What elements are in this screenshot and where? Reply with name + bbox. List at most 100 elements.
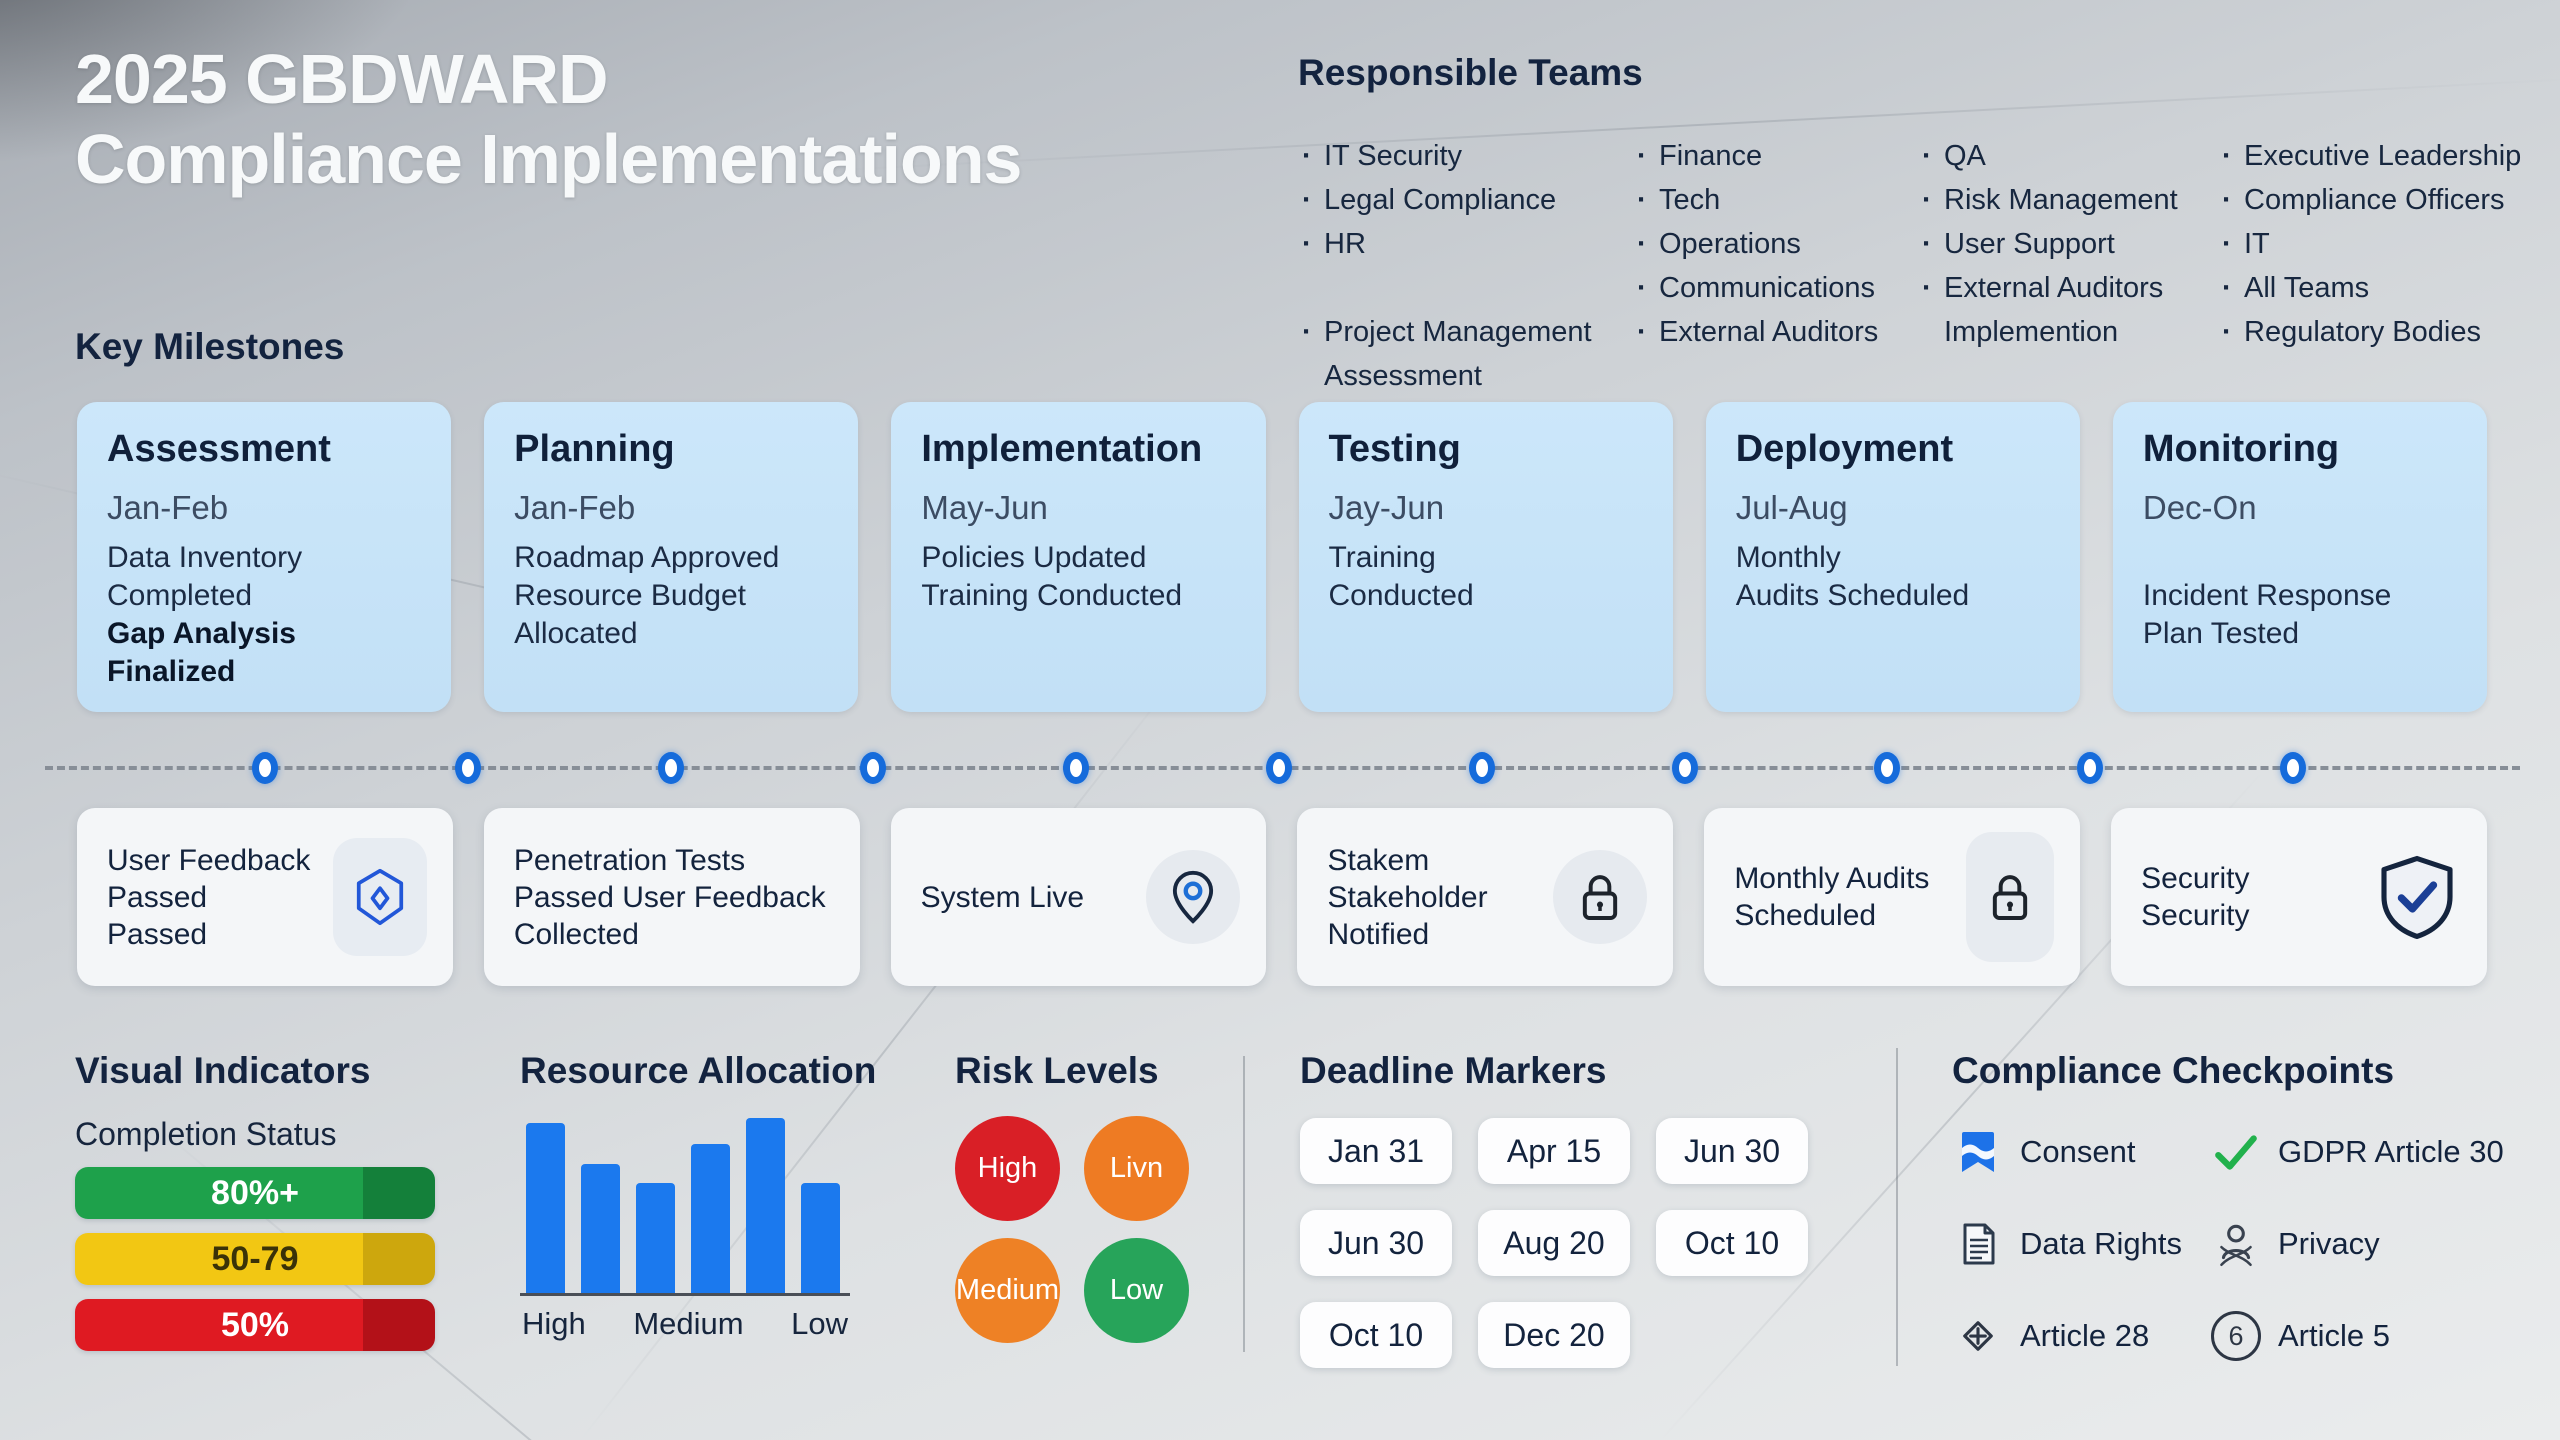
x-axis-label: Low [791,1306,848,1341]
detail-card-stakeholder-notified: Stakem Stakeholder Notified [1297,808,1674,986]
resource-allocation-heading: Resource Allocation [520,1050,877,1091]
completion-bar-red: 50% [75,1299,435,1351]
bar [526,1123,565,1293]
milestone-date: Jul-Aug [1735,489,1848,526]
team-item: Operations [1633,222,1918,266]
checkpoint-label: GDPR Article 30 [2278,1134,2504,1169]
team-item: QA [1918,134,2218,178]
risk-circle-low: Low [1084,1238,1189,1343]
bar [636,1182,675,1293]
team-column-2: Finance Tech Operations Communications E… [1633,134,1918,398]
hex-shield-icon [332,838,427,956]
team-column-3: QA Risk Management User Support External… [1918,134,2218,398]
milestone-title: Assessment [107,428,331,470]
responsible-teams-columns: IT Security Legal Compliance HR Project … [1298,134,2538,398]
diamond-plus-icon [1952,1310,2004,1362]
lock-icon [1553,850,1648,944]
page-title-line2: Compliance Implementations [75,119,1022,198]
deadline-chip: Oct 10 [1656,1210,1808,1276]
milestone-title: Implementation [921,428,1203,470]
team-item: External Auditors [1633,310,1918,354]
check-icon [2210,1126,2262,1178]
document-icon [1952,1218,2004,1270]
deadline-markers-section: Deadline Markers Jan 31 Apr 15 Jun 30 Ju… [1300,1050,1808,1368]
risk-circle-high: High [955,1116,1060,1221]
milestone-card-assessment: Assessment Jan-Feb Data Inventory Comple… [77,402,452,712]
detail-card-user-feedback: User Feedback Passed Passed [77,808,453,986]
milestone-title: Deployment [1735,428,1954,470]
x-axis-label: High [522,1306,586,1341]
deadline-markers-grid: Jan 31 Apr 15 Jun 30 Jun 30 Aug 20 Oct 1… [1300,1118,1808,1368]
checkpoint-label: Article 28 [2020,1318,2150,1353]
milestone-body: Incident Response Plan Tested [2142,579,2392,650]
section-divider [1896,1048,1898,1366]
location-pin-icon [1146,850,1241,944]
team-item: Risk Management [1918,178,2218,222]
timeline-milestone-dot [658,752,684,784]
milestone-date: Jan-Feb [107,489,229,526]
deadline-chip: Apr 15 [1478,1118,1630,1184]
section-divider [1243,1056,1245,1352]
timeline-milestone-dot [1469,752,1495,784]
detail-card-text: System Live [920,880,1085,914]
completion-bar-green: 80%+ [75,1167,435,1219]
compliance-checkpoints-heading: Compliance Checkpoints [1952,1050,2395,1091]
timeline-milestone-dot [252,752,278,784]
team-item: Project Management Assessment [1298,310,1633,398]
risk-circle-livn: Livn [1084,1116,1189,1221]
bar [691,1144,730,1293]
checkpoint-label: Data Rights [2020,1226,2182,1261]
detail-card-text: Stakem Stakeholder Notified [1327,843,1488,951]
detail-card-penetration-tests: Penetration Tests Passed User Feedback C… [483,808,860,986]
detail-card-text: User Feedback Passed Passed [107,843,311,951]
deadline-chip: Jun 30 [1656,1118,1808,1184]
team-column-1: IT Security Legal Compliance HR Project … [1298,134,1633,398]
checkpoint-article-5: 6 Article 5 [2210,1310,2540,1362]
timeline-milestone-dot [1063,752,1089,784]
compliance-checkpoints-section: Compliance Checkpoints Consent GDPR Art [1952,1050,2540,1362]
completion-bar-yellow: 50-79 [75,1233,435,1285]
milestone-card-planning: Planning Jan-Feb Roadmap Approved Resour… [484,402,859,712]
risk-levels-section: Risk Levels High Livn Medium Low [955,1050,1189,1343]
resource-allocation-section: Resource Allocation High Medium Low [520,1050,890,1342]
team-item: IT [2218,222,2538,266]
checkpoint-article-28: Article 28 [1952,1310,2210,1362]
detail-card-monthly-audits: Monthly Audits Scheduled [1704,808,2081,986]
visual-indicators-section: Visual Indicators Completion Status 80%+… [75,1050,475,1351]
circle-number-text: 6 [2211,1311,2261,1361]
checkpoint-privacy: Privacy [2210,1218,2540,1270]
milestone-card-testing: Testing Jay-Jun Training Conducted [1298,402,1673,712]
deadline-chip: Aug 20 [1478,1210,1630,1276]
timeline-milestone-dot [1874,752,1900,784]
detail-card-text: Security Security [2141,862,2250,932]
lock-icon [1966,832,2055,962]
bar [746,1118,785,1293]
timeline-milestone-dot [2280,752,2306,784]
timeline-detail-cards-row: User Feedback Passed Passed Penetration … [77,808,2487,986]
detail-card-system-live: System Live [890,808,1267,986]
milestone-title: Planning [514,428,675,470]
timeline-milestone-dot [455,752,481,784]
team-item: Legal Compliance [1298,178,1633,222]
detail-card-security: Security Security [2111,808,2487,986]
shield-check-icon [2373,853,2461,941]
flag-icon [1952,1126,2004,1178]
milestone-title: Testing [1328,428,1461,470]
timeline-milestone-dot [860,752,886,784]
milestone-card-deployment: Deployment Jul-Aug Monthly Audits Schedu… [1705,402,2080,712]
milestone-card-implementation: Implementation May-Jun Policies Updated … [891,402,1266,712]
milestones-row: Assessment Jan-Feb Data Inventory Comple… [77,402,2488,712]
deadline-chip: Jun 30 [1300,1210,1452,1276]
checkpoint-label: Article 5 [2278,1318,2390,1353]
milestone-title: Monitoring [2142,428,2340,470]
team-item: Communications [1633,266,1918,310]
person-icon [2210,1218,2262,1270]
team-item: Regulatory Bodies [2218,310,2538,354]
milestone-body: Roadmap Approved Resource Budget Allocat… [514,541,780,650]
page-title: 2025 GBDWARD Compliance Implementations [75,40,1022,200]
responsible-teams-heading: Responsible Teams [1298,52,1643,93]
team-column-4: Executive Leadership Compliance Officers… [2218,134,2538,398]
page-title-line1: 2025 GBDWARD [75,40,609,118]
key-milestones-heading: Key Milestones [75,326,345,367]
